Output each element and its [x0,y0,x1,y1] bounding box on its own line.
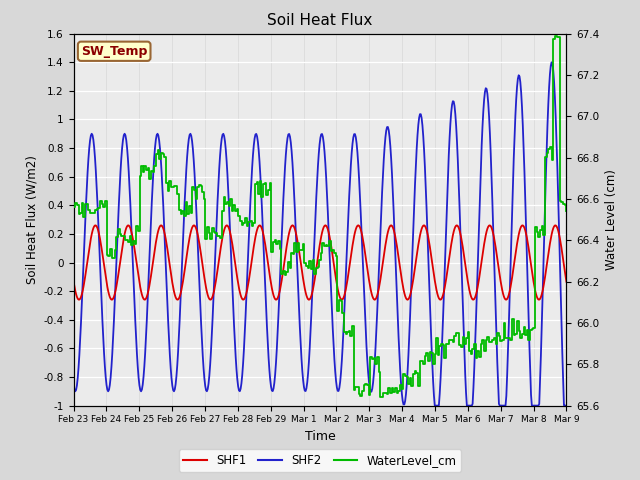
Y-axis label: Soil Heat Flux (W/m2): Soil Heat Flux (W/m2) [25,155,38,284]
WaterLevel_cm [551,34,559,39]
SHF1 [401,290,408,296]
SHF2 [431,403,438,408]
Line: WaterLevel_cm: WaterLevel_cm [74,36,566,397]
Line: SHF2: SHF2 [74,62,566,406]
SHF1 [70,279,77,285]
Legend: SHF1, SHF2, WaterLevel_cm: SHF1, SHF2, WaterLevel_cm [179,449,461,472]
Text: SW_Temp: SW_Temp [81,45,147,58]
SHF1 [196,247,204,252]
SHF2 [292,247,300,252]
SHF2 [360,289,368,295]
SHF2 [196,302,204,308]
WaterLevel_cm [70,204,77,210]
WaterLevel_cm [518,332,525,337]
SHF1 [362,254,369,260]
SHF2 [399,398,406,404]
Line: SHF1: SHF1 [74,225,566,300]
Title: Soil Heat Flux: Soil Heat Flux [268,13,372,28]
WaterLevel_cm [371,361,379,367]
SHF2 [157,156,164,162]
WaterLevel_cm [487,339,495,345]
WaterLevel_cm [362,381,369,387]
SHF2 [70,382,77,387]
SHF2 [442,243,449,249]
SHF1 [442,276,450,281]
X-axis label: Time: Time [305,430,335,443]
SHF1 [355,222,362,228]
WaterLevel_cm [72,200,79,205]
WaterLevel_cm [363,383,371,388]
WaterLevel_cm [563,208,570,214]
SHF2 [548,60,556,65]
Y-axis label: Water Level (cm): Water Level (cm) [605,169,618,270]
SHF2 [563,403,570,408]
SHF1 [292,233,300,239]
SHF1 [338,297,346,302]
SHF1 [563,279,570,285]
SHF1 [157,223,164,228]
WaterLevel_cm [378,394,386,400]
